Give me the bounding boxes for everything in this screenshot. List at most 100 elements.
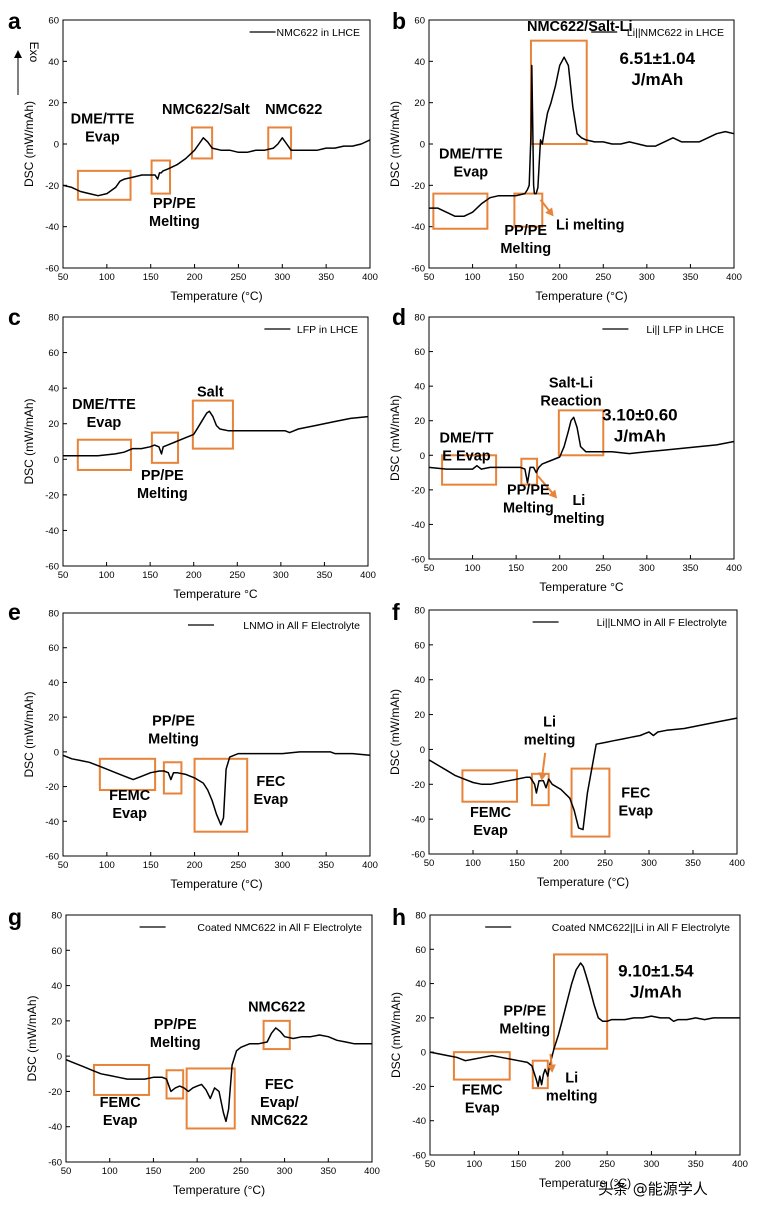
annotation-label: PP/PE [507, 483, 550, 499]
x-tick-label: 250 [230, 860, 246, 871]
y-tick-label: 20 [414, 416, 425, 427]
annotation-label: Evap [254, 792, 289, 808]
x-tick-label: 350 [688, 1159, 704, 1170]
annotation-box [185, 1067, 236, 1130]
y-tick-label: -60 [45, 562, 59, 573]
y-tick-label: 20 [48, 419, 59, 430]
annotation-label: PP/PE [152, 713, 195, 729]
watermark-label: 头条 @能源学人 [598, 1178, 708, 1199]
annotation-box [267, 126, 293, 160]
y-tick-label: 60 [51, 946, 62, 957]
annotation-label: J/mAh [614, 426, 666, 445]
annotation-label: FEMC [470, 805, 512, 821]
y-tick-label: 80 [48, 609, 59, 620]
y-tick-label: -60 [45, 852, 59, 863]
plot-frame [62, 316, 369, 567]
annotation-label: PP/PE [141, 468, 184, 484]
y-axis-label: DSC (mW/mAh) [25, 996, 39, 1082]
y-tick-label: -20 [45, 181, 59, 192]
annotation-label: DME/TTE [439, 147, 503, 163]
x-tick-label: 400 [362, 860, 378, 871]
annotation-label: FEMC [462, 1082, 504, 1098]
annotation-label: 9.10±1.54 [618, 961, 694, 980]
annotation-label: NMC622/Salt-Li [527, 19, 633, 35]
legend-label: Li||LNMO in All F Electrolyte [597, 617, 727, 629]
panel-letter: f [392, 599, 400, 625]
annotation-box [150, 159, 172, 195]
x-tick-label: 200 [189, 1166, 205, 1177]
panel-letter: g [8, 904, 22, 930]
x-tick-label: 400 [362, 272, 378, 283]
x-tick-label: 100 [102, 1166, 118, 1177]
x-tick-label: 50 [424, 272, 435, 283]
x-tick-label: 250 [595, 563, 611, 574]
y-tick-label: 0 [420, 745, 425, 756]
x-tick-label: 400 [732, 1159, 748, 1170]
annotation-box [162, 761, 183, 795]
x-tick-label: 300 [643, 1159, 659, 1170]
annotation-label: Evap/ [260, 1095, 299, 1111]
x-tick-label: 100 [99, 272, 115, 283]
annotation-box [193, 757, 249, 833]
x-axis-label: Temperature °C [539, 580, 623, 594]
annotation-label: Melting [150, 1035, 201, 1051]
x-tick-label: 50 [58, 570, 69, 581]
panel-h: h 50 100 150 200 250 300 350 400 -60 -40 -20 0 20 40 60… [389, 904, 748, 1190]
plot-frame [428, 316, 735, 560]
x-tick-label: 150 [142, 570, 158, 581]
y-tick-label: 40 [51, 981, 62, 992]
panel-letter: h [392, 904, 406, 930]
y-tick-label: -40 [411, 815, 425, 826]
annotation-label: Evap [103, 1113, 138, 1129]
x-tick-label: 350 [318, 272, 334, 283]
y-tick-label: 40 [414, 382, 425, 393]
annotation-box [98, 757, 157, 792]
y-tick-label: 40 [414, 57, 425, 68]
annotation-label: melting [546, 1088, 598, 1104]
x-tick-label: 200 [187, 272, 203, 283]
annotation-box [557, 409, 605, 457]
y-tick-label: -20 [411, 780, 425, 791]
x-tick-label: 350 [685, 858, 701, 869]
annotation-label: NMC622 [265, 102, 322, 118]
x-tick-label: 150 [143, 860, 159, 871]
annotation-label: 6.51±1.04 [620, 49, 696, 68]
annotation-label: 3.10±0.60 [602, 405, 678, 424]
x-axis-label: Temperature (°C) [173, 1183, 265, 1197]
annotation-label: Evap [453, 165, 488, 181]
x-tick-label: 50 [61, 1166, 72, 1177]
y-tick-label: 80 [51, 911, 62, 922]
plot-frame [429, 914, 741, 1156]
plot-frame [428, 609, 738, 855]
annotation-label: Melting [500, 241, 551, 257]
annotation-box [76, 169, 132, 201]
y-tick-label: -60 [45, 264, 59, 275]
x-tick-label: 300 [273, 570, 289, 581]
x-axis-label: Temperature (°C) [535, 289, 627, 303]
x-tick-label: 200 [186, 570, 202, 581]
x-tick-label: 100 [465, 272, 481, 283]
y-axis-label: DSC (mW/mAh) [22, 101, 36, 187]
annotation-label: Evap [87, 415, 122, 431]
x-tick-label: 300 [639, 563, 655, 574]
dsc-series-line [428, 717, 738, 831]
watermark-text: 头条 @能源学人 [598, 1180, 708, 1198]
x-tick-label: 200 [552, 563, 568, 574]
annotation-label: Li melting [556, 218, 624, 234]
y-tick-label: 60 [414, 347, 425, 358]
panel-f: f 50 100 150 200 250 300 350 400 -60 -40 -20 0 20 40 60… [388, 599, 745, 889]
x-tick-label: 250 [597, 858, 613, 869]
y-tick-label: -40 [411, 222, 425, 233]
legend-label: LNMO in All F Electrolyte [243, 620, 360, 632]
annotation-label: PP/PE [153, 196, 196, 212]
x-tick-label: 300 [277, 1166, 293, 1177]
annotation-arrowhead [547, 1064, 556, 1073]
annotation-label: PP/PE [504, 223, 547, 239]
x-tick-label: 150 [509, 858, 525, 869]
annotation-label: PP/PE [154, 1017, 197, 1033]
legend-label: Coated NMC622||Li in All F Electrolyte [552, 922, 730, 934]
y-tick-label: 40 [415, 979, 426, 990]
x-tick-label: 350 [682, 272, 698, 283]
annotation-label: Evap [85, 129, 120, 145]
